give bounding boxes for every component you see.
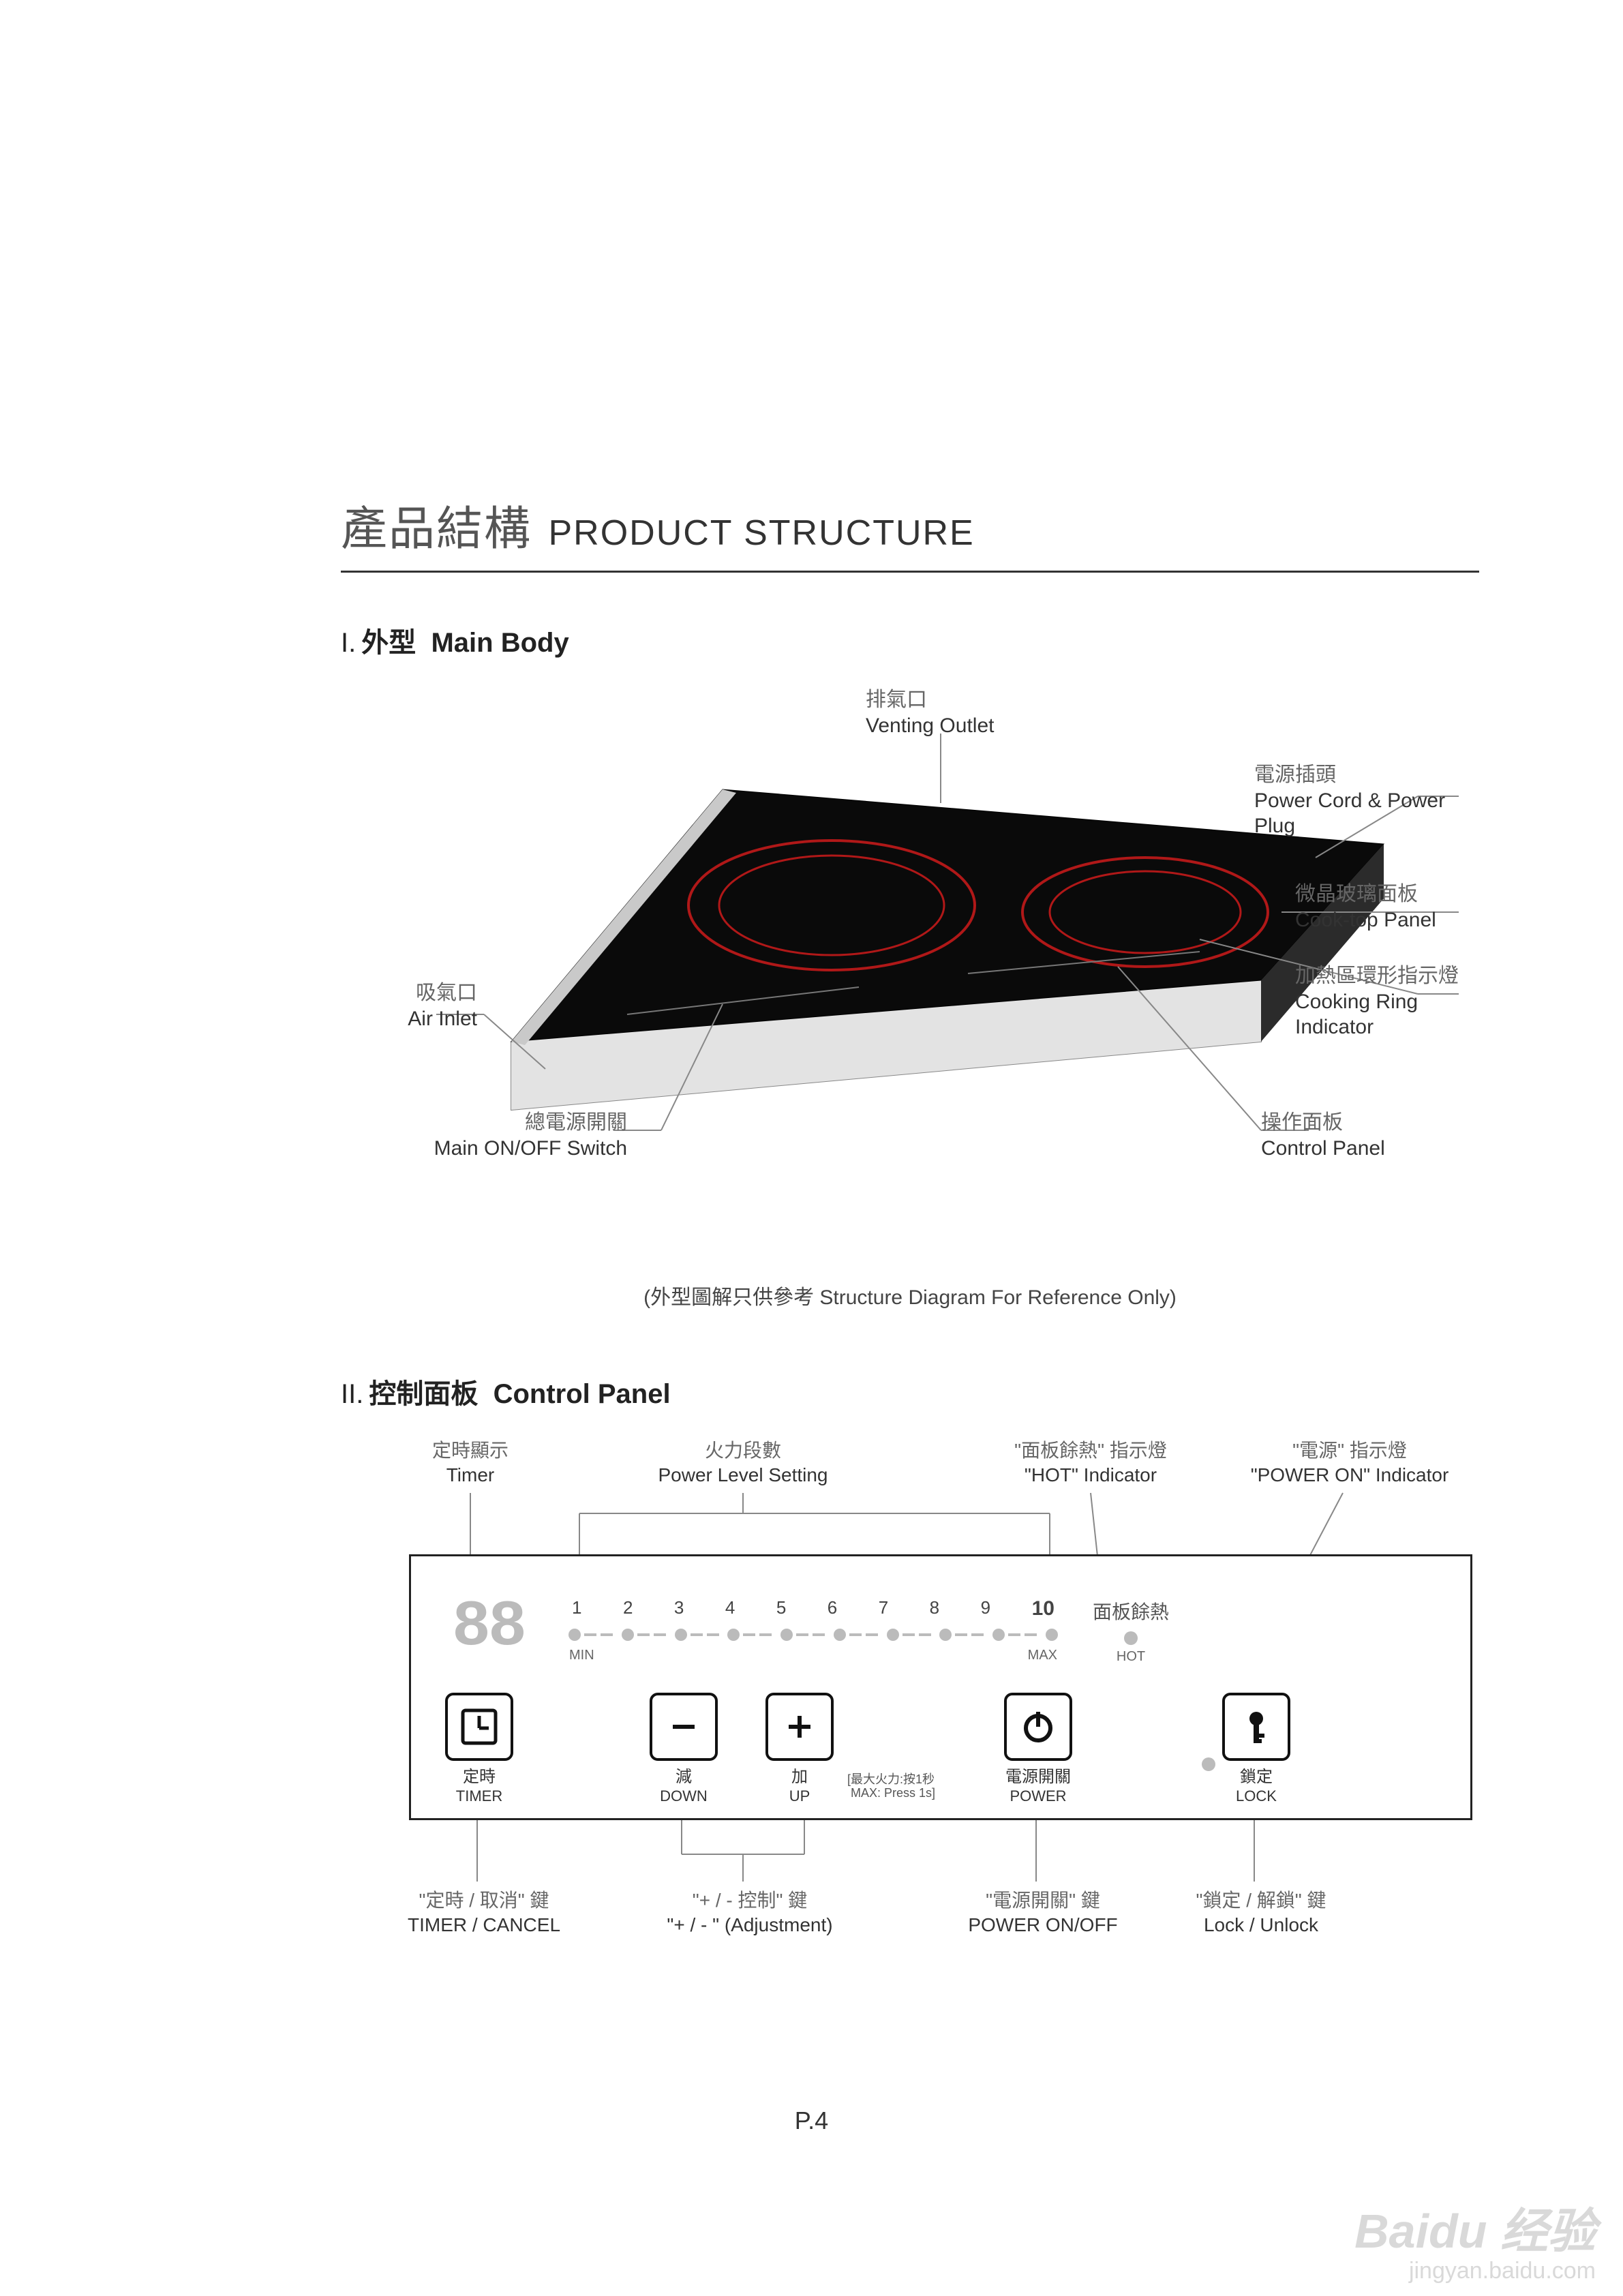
level-dot [675, 1629, 687, 1641]
level-dot [1046, 1629, 1058, 1641]
diagram-caption: (外型圖解只供參考 Structure Diagram For Referenc… [341, 1280, 1479, 1310]
section2-heading: II.控制面板 Control Panel [341, 1372, 1479, 1411]
level-dots [568, 1625, 1059, 1645]
label-ring: 加熱區環形指示燈 Cooking Ring Indicator [1295, 963, 1479, 1040]
label-air: 吸氣口 Air Inlet [341, 980, 477, 1031]
minus-icon [663, 1706, 704, 1747]
page-content: 產品結構 PRODUCT STRUCTURE I.外型 Main Body [341, 491, 1479, 1957]
max-press-note: [最大火力:按1秒 MAX: Press 1s] [847, 1773, 935, 1800]
lock-button[interactable] [1222, 1693, 1290, 1761]
label-venting: 排氣口 Venting Outlet [866, 687, 994, 738]
label-plug: 電源插頭 Power Cord & Power Plug [1254, 762, 1479, 839]
title-cn: 產品結構 [341, 503, 532, 555]
level-dot [834, 1629, 846, 1641]
level-dot [780, 1629, 793, 1641]
level-dot [727, 1629, 740, 1641]
section1-heading: I.外型 Main Body [341, 620, 1479, 660]
level-dot [622, 1629, 634, 1641]
bot-label-power: "電源開關" 鍵 POWER ON/OFF [941, 1888, 1145, 1938]
bot-label-lock: "鎖定 / 解鎖" 鍵 Lock / Unlock [1159, 1888, 1363, 1938]
level-numbers: 1 2 3 4 5 6 7 8 9 10 [568, 1597, 1059, 1620]
max-label: MAX [1028, 1648, 1057, 1663]
watermark: Baidu 经验 jingyan.baidu.com [1354, 2207, 1596, 2282]
level-dot [992, 1629, 1005, 1641]
hot-indicator: 面板餘熱 HOT [1093, 1597, 1169, 1665]
up-button[interactable] [765, 1693, 834, 1761]
panel-box: 88 1 2 3 4 5 6 7 8 9 10 MIN MAX [409, 1554, 1472, 1820]
label-ctrlpanel: 操作面板 Control Panel [1261, 1110, 1385, 1161]
hot-dot-icon [1124, 1631, 1138, 1645]
min-label: MIN [569, 1648, 594, 1663]
level-dot [939, 1629, 952, 1641]
plus-icon [779, 1706, 820, 1747]
level-dot [887, 1629, 899, 1641]
power-levels: 1 2 3 4 5 6 7 8 9 10 MIN MAX [568, 1597, 1059, 1663]
bot-label-adj: "+ / - 控制" 鍵 "+ / - " (Adjustment) [641, 1888, 859, 1938]
label-mainsw: 總電源開關 Main ON/OFF Switch [423, 1110, 627, 1161]
main-body-diagram: 排氣口 Venting Outlet 電源插頭 Power Cord & Pow… [341, 687, 1479, 1260]
page-number: P.4 [0, 2106, 1623, 2135]
down-button[interactable] [650, 1693, 718, 1761]
label-cooktop: 微晶玻璃面板 Cook-top Panel [1295, 881, 1436, 933]
title-en: PRODUCT STRUCTURE [548, 513, 974, 553]
control-panel-diagram: 定時顯示 Timer 火力段數 Power Level Setting "面板餘… [341, 1438, 1479, 1957]
key-icon [1236, 1706, 1277, 1747]
timer-display: 88 [452, 1590, 524, 1664]
power-icon [1018, 1706, 1059, 1747]
level-dot [568, 1629, 581, 1641]
page-title: 產品結構 PRODUCT STRUCTURE [341, 491, 1479, 573]
timer-button[interactable] [445, 1693, 513, 1761]
clock-icon [459, 1706, 500, 1747]
bot-label-timer: "定時 / 取消" 鍵 TIMER / CANCEL [382, 1888, 586, 1938]
power-button[interactable] [1004, 1693, 1072, 1761]
